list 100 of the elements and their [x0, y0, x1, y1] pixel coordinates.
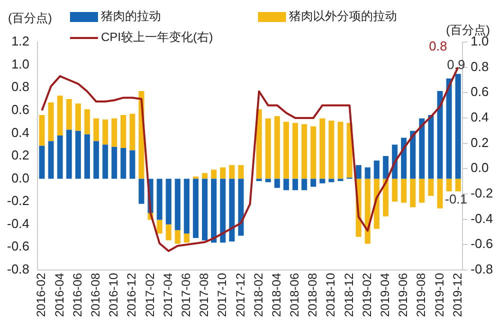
x-tick-label: 2016-12 [124, 272, 139, 318]
bar [455, 74, 461, 179]
x-tick-label: 2016-04 [52, 272, 66, 318]
bar [220, 167, 226, 179]
y-tick-label: 0.6 [11, 102, 30, 117]
x-tick-label: 2016-02 [34, 272, 48, 318]
bar [374, 160, 380, 179]
bar [419, 178, 425, 203]
bar [320, 118, 326, 179]
bar [120, 148, 126, 179]
data-label: 0.9 [447, 56, 466, 72]
bar [229, 178, 235, 242]
bar [39, 114, 45, 146]
x-tick-label: 2016-08 [88, 272, 103, 318]
bar [75, 130, 81, 179]
bar [93, 141, 100, 179]
legend-label: 猪肉的拉动 [101, 8, 161, 25]
x-tick-label: 2019-12 [450, 272, 464, 318]
bar [320, 178, 326, 184]
y2-axis-title: (百分点) [446, 22, 490, 37]
bar [84, 134, 90, 179]
bar [39, 146, 45, 179]
bar [48, 102, 54, 142]
x-tick-label: 2019-10 [432, 272, 446, 318]
bar [446, 178, 452, 192]
x-tick-label: 2019-08 [414, 272, 428, 318]
bar [111, 146, 118, 179]
bar [174, 230, 180, 244]
x-tick-label: 2017-08 [197, 272, 212, 318]
bar [220, 178, 226, 243]
y2-tick-label: -0.4 [470, 210, 494, 226]
bar [102, 120, 108, 145]
bar [274, 116, 280, 179]
y2-tick-label: -0.6 [470, 236, 494, 252]
x-tick-label: 2018-10 [324, 272, 338, 318]
bar [328, 120, 334, 179]
y-tick-label: -0.6 [6, 238, 30, 254]
x-tick-label: 2018-02 [251, 272, 266, 318]
bar [138, 178, 144, 204]
y2-tick-label: 0.4 [470, 110, 489, 125]
bar [428, 178, 434, 196]
x-tick-label: 2018-08 [306, 272, 320, 318]
y-tick-label: 0.0 [11, 170, 30, 186]
bar [57, 135, 63, 179]
bar [174, 178, 180, 230]
bar [410, 130, 416, 179]
bar [57, 96, 63, 136]
bar [274, 178, 280, 188]
bar [292, 178, 298, 190]
bar [202, 178, 208, 240]
y-tick-label: 0.2 [11, 148, 30, 163]
bar [292, 122, 298, 179]
x-tick-label: 2018-12 [342, 272, 356, 318]
bar [202, 173, 208, 179]
bar [75, 104, 81, 131]
y-tick-label: -0.2 [6, 193, 30, 208]
bar [283, 122, 289, 179]
y2-tick-label: -0.2 [470, 186, 494, 201]
bar [93, 118, 100, 142]
y-tick-label: 0.4 [11, 124, 30, 140]
x-tick-label: 2016-10 [106, 272, 121, 318]
y-tick-label: 1.0 [11, 56, 30, 72]
bar [166, 178, 172, 224]
bar [211, 178, 217, 243]
bar [192, 178, 199, 238]
bar [265, 118, 271, 179]
y-tick-label: 1.2 [11, 34, 30, 49]
legend-label: CPI较上一年变化(右) [101, 29, 213, 46]
x-tick-label: 2017-02 [142, 272, 157, 318]
bar [166, 224, 172, 240]
bar [446, 78, 452, 179]
bar [66, 98, 72, 130]
x-tick-label: 2019-06 [396, 272, 410, 318]
bar [229, 165, 235, 179]
y2-tick-label: 0.0 [470, 160, 489, 176]
bar [310, 126, 316, 179]
bar [455, 178, 461, 192]
bar [184, 178, 190, 234]
bar [48, 141, 54, 179]
bar [238, 178, 244, 236]
bar [382, 156, 389, 179]
bar [156, 178, 162, 220]
bar [102, 144, 108, 179]
x-tick-label: 2018-04 [269, 272, 284, 318]
bar [310, 178, 316, 187]
bar [392, 178, 398, 202]
bar [400, 138, 407, 179]
bar [356, 165, 362, 179]
bar [410, 178, 416, 208]
bar [400, 178, 407, 203]
bar [130, 150, 136, 179]
bar [437, 91, 443, 179]
bar [66, 130, 72, 179]
legend-label: 猪肉以外分项的拉动 [289, 8, 397, 25]
x-tick-label: 2017-04 [160, 272, 175, 318]
bar [211, 170, 217, 179]
y2-tick-label: 0.6 [470, 84, 489, 100]
x-tick-label: 2019-02 [360, 272, 374, 318]
y2-tick-label: -0.8 [470, 262, 494, 277]
bar [130, 114, 136, 150]
